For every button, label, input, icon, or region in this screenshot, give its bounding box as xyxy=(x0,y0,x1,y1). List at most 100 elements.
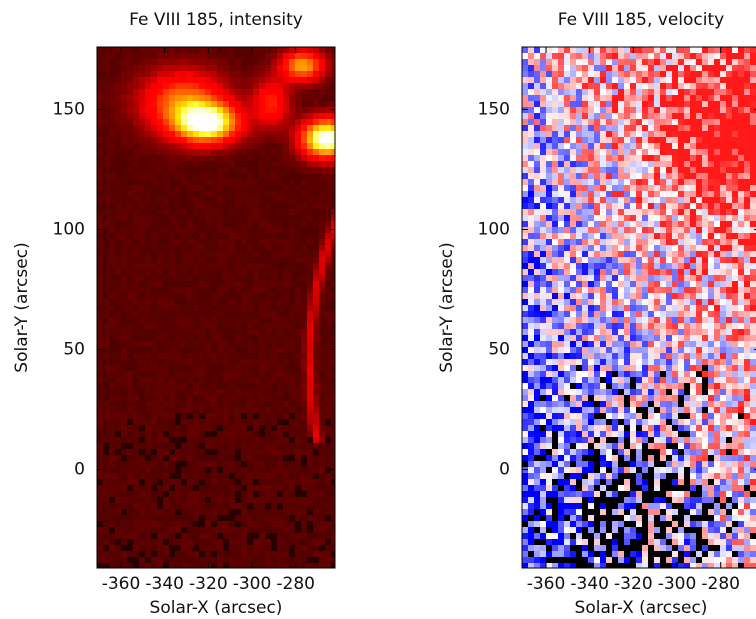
image-pixel xyxy=(690,251,696,257)
image-pixel xyxy=(588,227,594,233)
image-pixel xyxy=(666,221,672,227)
image-pixel xyxy=(301,317,307,323)
image-pixel xyxy=(139,239,145,245)
image-pixel xyxy=(253,215,259,221)
image-pixel xyxy=(259,395,265,401)
image-pixel xyxy=(666,71,672,77)
image-pixel xyxy=(696,263,702,269)
image-pixel xyxy=(127,113,133,119)
image-pixel xyxy=(325,329,331,335)
image-pixel xyxy=(702,179,708,185)
image-pixel xyxy=(612,131,618,137)
image-pixel xyxy=(522,161,528,167)
image-pixel xyxy=(307,71,313,77)
image-pixel xyxy=(211,437,217,443)
image-pixel xyxy=(253,323,259,329)
image-pixel xyxy=(157,413,163,419)
image-pixel xyxy=(319,413,325,419)
image-pixel xyxy=(708,257,714,263)
image-pixel xyxy=(265,485,271,491)
image-pixel xyxy=(211,287,217,293)
image-pixel xyxy=(564,125,570,131)
image-pixel xyxy=(720,119,726,125)
image-pixel xyxy=(217,413,223,419)
image-pixel xyxy=(307,341,313,347)
image-pixel xyxy=(265,263,271,269)
image-pixel xyxy=(289,437,295,443)
image-pixel xyxy=(253,413,259,419)
image-pixel xyxy=(307,527,313,533)
image-pixel xyxy=(151,77,157,83)
image-pixel xyxy=(217,365,223,371)
image-pixel xyxy=(175,353,181,359)
image-pixel xyxy=(606,221,612,227)
image-pixel xyxy=(295,329,301,335)
image-pixel xyxy=(121,311,127,317)
image-pixel xyxy=(678,245,684,251)
image-pixel xyxy=(235,155,241,161)
image-pixel xyxy=(600,149,606,155)
image-pixel xyxy=(582,101,588,107)
image-pixel xyxy=(157,545,163,551)
image-pixel xyxy=(169,71,175,77)
image-pixel xyxy=(678,263,684,269)
image-pixel xyxy=(636,185,642,191)
image-pixel xyxy=(277,77,283,83)
image-pixel xyxy=(139,401,145,407)
image-pixel xyxy=(307,413,313,419)
image-pixel xyxy=(151,143,157,149)
image-pixel xyxy=(307,227,313,233)
image-pixel xyxy=(319,557,325,563)
image-pixel xyxy=(133,401,139,407)
image-pixel xyxy=(217,353,223,359)
image-pixel xyxy=(253,311,259,317)
image-pixel xyxy=(588,263,594,269)
image-pixel xyxy=(223,431,229,437)
image-pixel xyxy=(157,215,163,221)
image-pixel xyxy=(582,209,588,215)
image-pixel xyxy=(133,497,139,503)
image-pixel xyxy=(145,311,151,317)
image-pixel xyxy=(235,53,241,59)
image-pixel xyxy=(750,239,756,245)
image-pixel xyxy=(109,431,115,437)
image-pixel xyxy=(109,521,115,527)
image-pixel xyxy=(103,275,109,281)
image-pixel xyxy=(600,179,606,185)
y-tick-label: 0 xyxy=(74,460,85,480)
image-pixel xyxy=(145,131,151,137)
image-pixel xyxy=(193,281,199,287)
image-pixel xyxy=(103,53,109,59)
image-pixel xyxy=(522,107,528,113)
image-pixel xyxy=(289,287,295,293)
image-pixel xyxy=(666,47,672,53)
image-pixel xyxy=(241,485,247,491)
image-pixel xyxy=(325,173,331,179)
image-pixel xyxy=(690,191,696,197)
image-pixel xyxy=(654,119,660,125)
image-pixel xyxy=(181,245,187,251)
image-pixel xyxy=(133,77,139,83)
image-pixel xyxy=(151,149,157,155)
image-pixel xyxy=(696,239,702,245)
image-pixel xyxy=(235,173,241,179)
image-pixel xyxy=(702,215,708,221)
image-pixel xyxy=(235,137,241,143)
image-pixel xyxy=(271,359,277,365)
image-pixel xyxy=(241,185,247,191)
image-pixel xyxy=(588,209,594,215)
image-pixel xyxy=(666,107,672,113)
image-pixel xyxy=(750,83,756,89)
image-pixel xyxy=(594,161,600,167)
image-pixel xyxy=(540,131,546,137)
image-pixel xyxy=(319,431,325,437)
image-pixel xyxy=(199,431,205,437)
image-pixel xyxy=(115,467,121,473)
image-pixel xyxy=(313,509,319,515)
image-pixel xyxy=(169,227,175,233)
image-pixel xyxy=(319,245,325,251)
image-pixel xyxy=(283,299,289,305)
image-pixel xyxy=(325,557,331,563)
image-pixel xyxy=(714,71,720,77)
image-pixel xyxy=(654,65,660,71)
